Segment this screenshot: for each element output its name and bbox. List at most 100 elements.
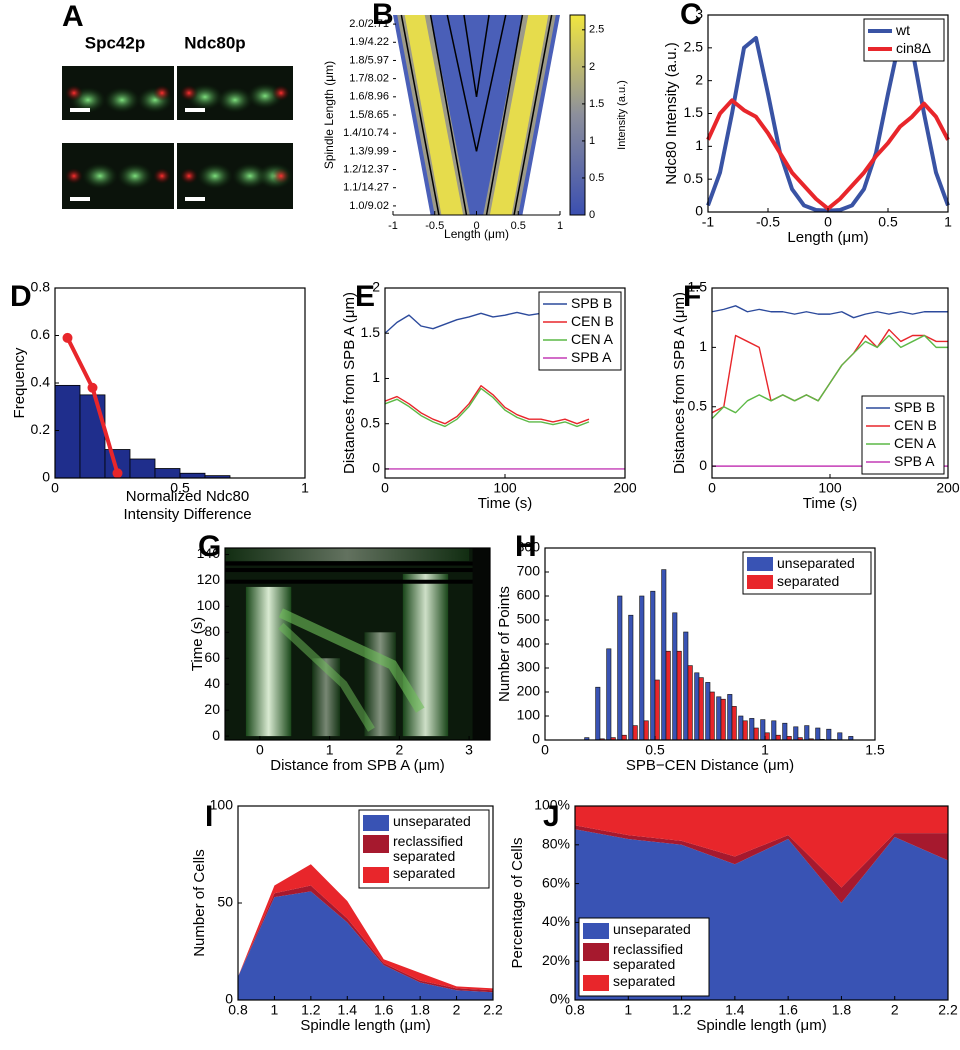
- y-tick-label: 2.0/2.71: [349, 18, 389, 30]
- legend-label-box: CEN A: [571, 332, 613, 347]
- bar: [154, 468, 181, 479]
- line: [706, 98, 950, 211]
- y-tick-label: 1: [695, 137, 703, 153]
- y-tick-label: 2: [372, 279, 380, 295]
- y-tick-label: 50: [217, 894, 233, 910]
- y-tick-label: 500: [517, 611, 541, 627]
- y-tick-label: 0: [42, 469, 50, 485]
- y-tick-label: 0.5: [684, 170, 704, 186]
- marker: [112, 468, 123, 479]
- bar: [179, 472, 206, 479]
- y-axis-label: Distances from SPB A (μm): [671, 292, 688, 474]
- x-tick-label: 2: [891, 1002, 899, 1018]
- legend-label-box: reclassified separated: [613, 942, 684, 972]
- y-tick-label: 700: [517, 563, 541, 579]
- x-tick-label: 0.8: [228, 1002, 248, 1018]
- legend-label: reclassified separated: [613, 942, 684, 972]
- bar: [54, 384, 81, 479]
- bar: [709, 691, 715, 741]
- y-axis-label: Spindle Length (μm): [322, 61, 336, 169]
- y-tick-label: 0.5: [688, 397, 708, 413]
- spot: [197, 163, 233, 189]
- kymograph-gap: [225, 568, 490, 573]
- bar: [694, 672, 700, 741]
- bar: [793, 726, 799, 741]
- area: [575, 806, 948, 888]
- bar: [742, 720, 748, 741]
- bar: [771, 720, 777, 741]
- y-tick-label: 0: [695, 203, 703, 219]
- legend-label-box: CEN B: [571, 314, 614, 329]
- legend-label-box: SPB A: [571, 350, 612, 365]
- legend-label: SPB A: [571, 350, 612, 365]
- y-tick-label: 1.2/12.37: [343, 163, 389, 175]
- profile-line: [485, 14, 524, 216]
- colorbar-tick-label: 0.5: [589, 172, 604, 184]
- colorbar-tick-label: 2: [589, 61, 595, 73]
- legend-swatch: [363, 815, 389, 831]
- scale-bar: [70, 197, 90, 201]
- y-axis-label: Percentage of Cells: [509, 838, 526, 969]
- y-tick-label: 0.5: [361, 414, 381, 430]
- bar: [683, 631, 689, 741]
- legend-label: SPB A: [894, 454, 935, 469]
- y-tick-label: 0: [212, 727, 220, 743]
- spot: [272, 85, 290, 101]
- profile-line: [400, 14, 440, 216]
- panel-letter: J: [543, 800, 560, 833]
- x-tick-label: 0: [824, 214, 832, 230]
- y-tick-label: 1.6/8.96: [349, 91, 389, 103]
- colorbar-label: Intensity (a.u.): [616, 80, 628, 150]
- bar: [621, 734, 627, 741]
- y-tick-label: 0: [699, 457, 707, 473]
- bar: [749, 718, 755, 741]
- bar: [639, 595, 645, 741]
- kymograph-track: [278, 608, 425, 713]
- x-tick-label: 100: [493, 480, 517, 496]
- y-tick-label: 0: [225, 991, 233, 1007]
- spot: [153, 85, 171, 101]
- x-tick-label: 1.6: [778, 1002, 798, 1018]
- y-axis-label: Ndc80 Intensity (a.u.): [663, 42, 680, 185]
- x-tick-label: -1: [388, 220, 398, 232]
- area: [575, 825, 948, 903]
- bar: [815, 727, 821, 741]
- x-tick-label: 100: [818, 480, 842, 496]
- channel-label: Spc42p: [85, 33, 145, 52]
- bar: [661, 569, 667, 741]
- y-tick-label: 300: [517, 659, 541, 675]
- y-tick-label: 1: [699, 338, 707, 354]
- y-tick-label: 800: [517, 539, 541, 555]
- panel-letter: A: [62, 0, 84, 33]
- bar: [804, 725, 810, 741]
- spot: [232, 163, 268, 189]
- legend-label-box: cin8Δ: [896, 41, 931, 56]
- spot: [180, 85, 198, 101]
- x-tick-label: 0.5: [645, 742, 665, 758]
- bar: [650, 590, 656, 741]
- x-tick-label: 0.8: [565, 1002, 585, 1018]
- legend-box: [863, 18, 945, 62]
- x-tick-label: -0.5: [756, 214, 780, 230]
- bar: [705, 682, 711, 741]
- y-tick-label: 100: [210, 797, 234, 813]
- y-tick-label: 40: [204, 675, 220, 691]
- bar: [129, 458, 156, 479]
- scale-bar: [185, 108, 205, 112]
- y-tick-label: 2: [695, 71, 703, 87]
- y-tick-label: 20%: [542, 952, 570, 968]
- y-tick-label: 80%: [542, 836, 570, 852]
- x-tick-label: 0.5: [878, 214, 898, 230]
- x-tick-label: -1: [702, 214, 715, 230]
- bar: [826, 728, 832, 741]
- x-tick-label: 1: [271, 1002, 279, 1018]
- x-tick-label: 1.8: [832, 1002, 852, 1018]
- y-tick-label: 0%: [550, 991, 570, 1007]
- x-tick-label: 0: [256, 742, 264, 758]
- x-tick-label: 1.2: [672, 1002, 692, 1018]
- plot-frame: [384, 287, 626, 479]
- spot: [104, 87, 140, 113]
- colorbar-tick-label: 1: [589, 135, 595, 147]
- bar: [753, 727, 759, 741]
